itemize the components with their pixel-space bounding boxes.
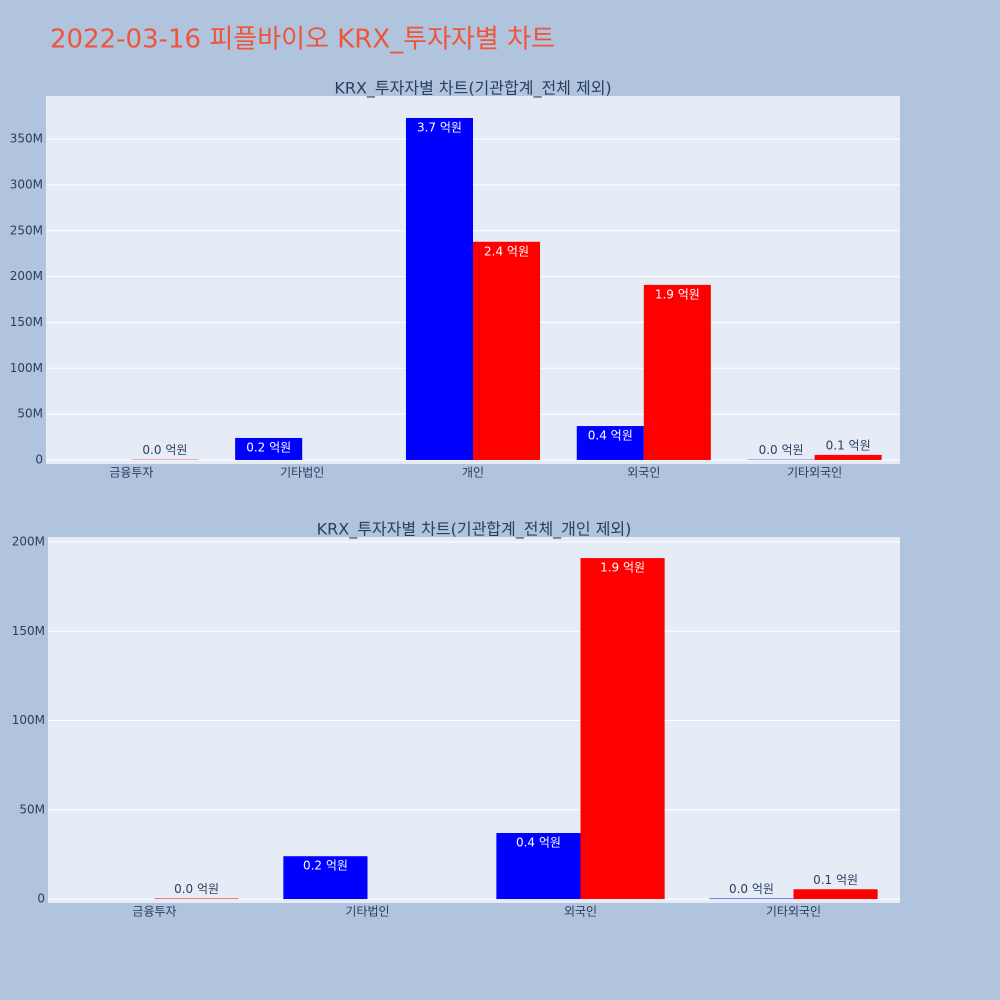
data-label: 1.9 억원 [600, 561, 645, 575]
data-label: 2.4 억원 [484, 244, 529, 258]
y-tick-label: 50M [19, 802, 45, 816]
chart-title: KRX_투자자별 차트(기관합계_전체_개인 제외) [317, 520, 632, 540]
data-label: 0.4 억원 [516, 836, 561, 850]
data-label: 0.0 억원 [759, 443, 804, 457]
x-tick-label: 개인 [462, 466, 484, 480]
y-tick-label: 0 [35, 452, 43, 466]
data-label: 1.9 억원 [655, 287, 700, 301]
y-tick-label: 50M [17, 407, 43, 421]
y-tick-label: 100M [10, 361, 43, 375]
data-label: 0.4 억원 [588, 429, 633, 443]
bar [814, 454, 882, 460]
y-tick-label: 100M [12, 713, 45, 727]
bar [235, 437, 303, 460]
plot-area [48, 537, 900, 903]
data-label: 0.2 억원 [303, 859, 348, 873]
y-tick-label: 350M [10, 132, 43, 146]
data-label: 3.7 억원 [417, 121, 462, 135]
x-tick-label: 기타법인 [345, 905, 389, 919]
y-tick-label: 200M [10, 269, 43, 283]
bar [576, 426, 644, 460]
x-tick-label: 금융투자 [109, 466, 153, 480]
bar [405, 118, 473, 460]
y-tick-label: 250M [10, 223, 43, 237]
data-label: 0.0 억원 [174, 882, 219, 896]
bar [643, 284, 711, 460]
y-tick-label: 200M [12, 534, 45, 548]
data-label: 0.2 억원 [246, 440, 291, 454]
bar [496, 833, 581, 900]
bar [154, 898, 239, 900]
x-tick-label: 기타외국인 [787, 466, 842, 480]
bar [473, 241, 541, 460]
bar [709, 898, 794, 900]
x-tick-label: 외국인 [627, 466, 660, 480]
page-title: 2022-03-16 피플바이오 KRX_투자자별 차트 [50, 25, 555, 55]
x-tick-label: 외국인 [564, 905, 597, 919]
data-label: 0.1 억원 [813, 873, 858, 887]
x-tick-label: 기타외국인 [766, 905, 821, 919]
y-tick-label: 150M [12, 624, 45, 638]
chart-title: KRX_투자자별 차트(기관합계_전체 제외) [334, 79, 611, 99]
bar [580, 558, 665, 900]
data-label: 0.0 억원 [142, 443, 187, 457]
x-tick-label: 기타법인 [280, 466, 324, 480]
data-label: 0.1 억원 [826, 438, 871, 452]
bar [283, 856, 368, 900]
y-tick-label: 300M [10, 177, 43, 191]
x-tick-label: 금융투자 [132, 905, 176, 919]
bar [793, 889, 878, 900]
y-tick-label: 150M [10, 315, 43, 329]
y-tick-label: 0 [37, 892, 45, 906]
data-label: 0.0 억원 [729, 882, 774, 896]
